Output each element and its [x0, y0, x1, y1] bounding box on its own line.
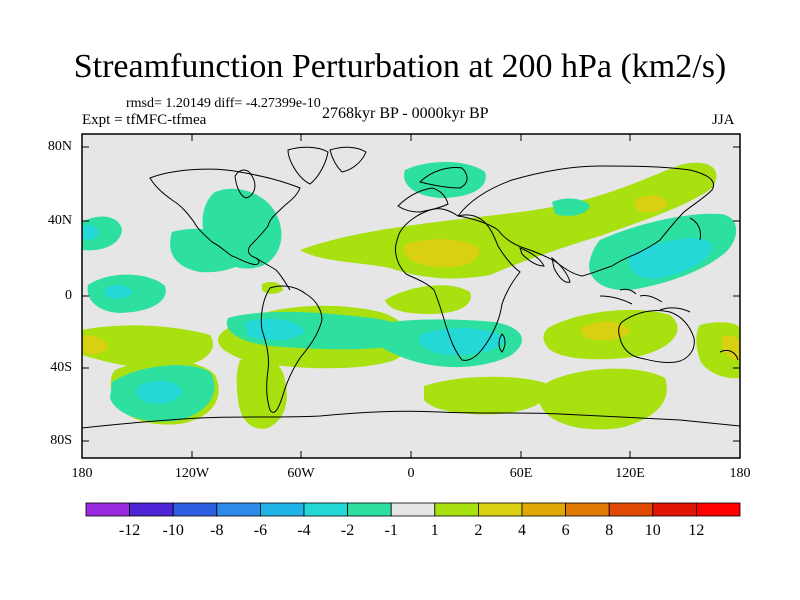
colorbar-swatch: [129, 502, 174, 517]
positive-cores: [82, 195, 740, 360]
colorbar-swatch: [85, 502, 130, 517]
colorbar-label: 4: [518, 522, 526, 539]
colorbar-label: 12: [688, 522, 704, 539]
colorbar-swatch: [477, 502, 523, 517]
lat-tick-label: 80N: [47, 139, 72, 154]
axis-ticks: [81, 134, 741, 458]
colorbar-label: -10: [163, 522, 184, 539]
plot-title: Streamfunction Perturbation at 200 hPa (…: [73, 48, 727, 85]
colorbar-label: 10: [645, 522, 661, 539]
colorbar-label: -8: [210, 522, 223, 539]
lon-tick-label: 180: [729, 466, 751, 481]
lon-tick-label: 120W: [174, 466, 210, 481]
period-label: 2768kyr BP - 0000kyr BP: [322, 105, 489, 122]
colorbar-label: -2: [341, 522, 354, 539]
colorbar-label: -1: [385, 522, 398, 539]
colorbar-swatch: [303, 502, 348, 517]
experiment-label: Expt = tfMFC-tfmea: [82, 112, 207, 128]
colorbar-swatch: [608, 502, 654, 517]
colorbar-swatch: [565, 502, 610, 517]
colorbar-label: 8: [605, 522, 613, 539]
colorbar-label: -6: [254, 522, 267, 539]
season-label: JJA: [712, 112, 735, 128]
stats-label: rmsd= 1.20149 diff= -4.27399e-10: [126, 96, 321, 111]
colorbar-label: 1: [431, 522, 439, 539]
colorbar-label: -12: [119, 522, 140, 539]
colorbar-swatch: [347, 502, 392, 517]
colorbar-label: 2: [474, 522, 482, 539]
contour-field: [82, 134, 740, 458]
lon-tick-label: 120E: [615, 466, 645, 481]
lat-tick-label: 80S: [50, 433, 72, 448]
colorbar-label: 6: [562, 522, 570, 539]
lon-tick-label: 0: [407, 466, 415, 481]
colorbar-swatch: [434, 502, 479, 517]
colorbar-label: -4: [297, 522, 310, 539]
colorbar-swatch: [696, 502, 741, 517]
colorbar-swatch: [172, 502, 218, 517]
lat-tick-label: 0: [65, 288, 72, 303]
lat-tick-label: 40N: [47, 213, 72, 228]
colorbar-swatch: [652, 502, 697, 517]
colorbar-swatch: [390, 502, 436, 517]
coastlines: [82, 146, 740, 429]
lon-tick-label: 180: [71, 466, 93, 481]
colorbar-swatch: [259, 502, 305, 517]
colorbar-swatch: [216, 502, 261, 517]
lon-tick-label: 60W: [287, 466, 315, 481]
colorbar: -12 -10 -8 -6 -4 -2 -1 1 2 4 6 8 10 12: [85, 502, 741, 539]
lon-tick-label: 60E: [509, 466, 533, 481]
colorbar-swatch: [521, 502, 566, 517]
lat-tick-label: 40S: [50, 360, 72, 375]
